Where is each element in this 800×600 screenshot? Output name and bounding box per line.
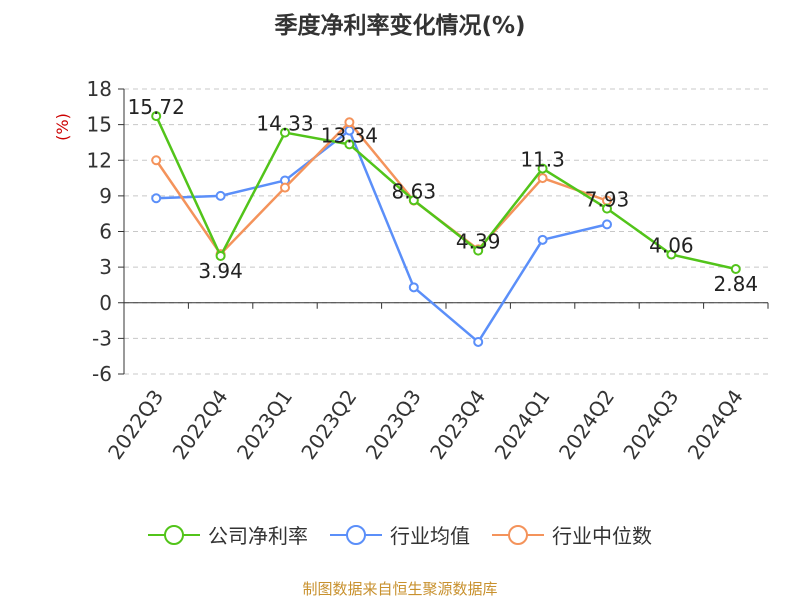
data-point xyxy=(602,219,612,230)
data-point xyxy=(280,127,290,138)
data-label: 4.39 xyxy=(456,230,501,254)
data-point xyxy=(280,182,290,193)
y-axis-label: (%) xyxy=(53,113,72,141)
y-tick-label: -3 xyxy=(92,326,112,350)
legend-item[interactable]: 公司净利率 xyxy=(148,520,308,549)
y-tick-label: 6 xyxy=(99,220,112,244)
legend-label: 公司净利率 xyxy=(208,524,308,548)
y-tick-label: 0 xyxy=(99,291,112,315)
data-label: 11.3 xyxy=(520,148,565,172)
x-tick-label: 2023Q1 xyxy=(232,385,297,464)
x-tick-label: 2023Q2 xyxy=(296,385,361,464)
data-point xyxy=(151,155,162,166)
data-label: 4.06 xyxy=(649,234,694,258)
data-point xyxy=(473,336,484,347)
data-point xyxy=(473,245,484,256)
series-line xyxy=(156,129,608,344)
y-tick-label: 15 xyxy=(87,113,112,137)
data-point xyxy=(408,195,419,206)
data-point xyxy=(537,163,548,174)
data-point xyxy=(215,250,226,261)
data-point xyxy=(215,190,226,201)
series-line xyxy=(155,115,737,271)
x-tick-label: 2024Q3 xyxy=(618,385,683,464)
legend-marker-icon xyxy=(148,524,200,545)
legend-item[interactable]: 行业均值 xyxy=(330,520,470,549)
x-tick-label: 2024Q2 xyxy=(554,385,619,464)
data-label: 3.94 xyxy=(198,259,243,283)
data-label: 15.72 xyxy=(128,95,185,119)
data-point xyxy=(537,173,548,184)
data-point xyxy=(151,193,162,204)
legend-marker-icon xyxy=(330,524,382,545)
y-tick-label: 9 xyxy=(99,184,112,208)
data-label: 7.93 xyxy=(585,188,630,212)
data-point xyxy=(602,203,612,214)
legend-item[interactable]: 行业中位数 xyxy=(492,520,652,549)
legend: 公司净利率 行业均值 行业中位数 xyxy=(0,520,800,549)
data-label: 2.84 xyxy=(714,272,759,296)
data-point xyxy=(344,117,355,128)
y-tick-label: 12 xyxy=(87,148,112,172)
x-tick-label: 2023Q4 xyxy=(425,385,490,464)
x-tick-label: 2022Q3 xyxy=(103,385,168,464)
data-point xyxy=(666,249,677,260)
y-tick-label: 3 xyxy=(99,255,112,279)
x-tick-label: 2024Q4 xyxy=(683,385,748,464)
y-tick-label: 18 xyxy=(87,77,112,101)
x-tick-label: 2024Q1 xyxy=(490,385,555,464)
chart-title: 季度净利率变化情况(%) xyxy=(274,13,526,39)
x-tick-label: 2023Q3 xyxy=(361,385,426,464)
data-label: 8.63 xyxy=(392,179,437,203)
legend-label: 行业均值 xyxy=(390,524,470,548)
legend-marker-icon xyxy=(492,524,544,545)
series-line xyxy=(155,121,608,256)
data-label: 13.34 xyxy=(321,123,378,147)
legend-label: 行业中位数 xyxy=(552,524,652,548)
data-point xyxy=(408,282,419,293)
data-point xyxy=(151,111,162,122)
y-tick-label: -6 xyxy=(92,362,112,386)
source-note: 制图数据来自恒生聚源数据库 xyxy=(302,580,498,598)
data-label: 14.33 xyxy=(256,112,313,136)
x-tick-label: 2022Q4 xyxy=(168,385,233,464)
data-point xyxy=(344,139,355,150)
data-point xyxy=(730,264,741,275)
data-point xyxy=(537,234,548,245)
